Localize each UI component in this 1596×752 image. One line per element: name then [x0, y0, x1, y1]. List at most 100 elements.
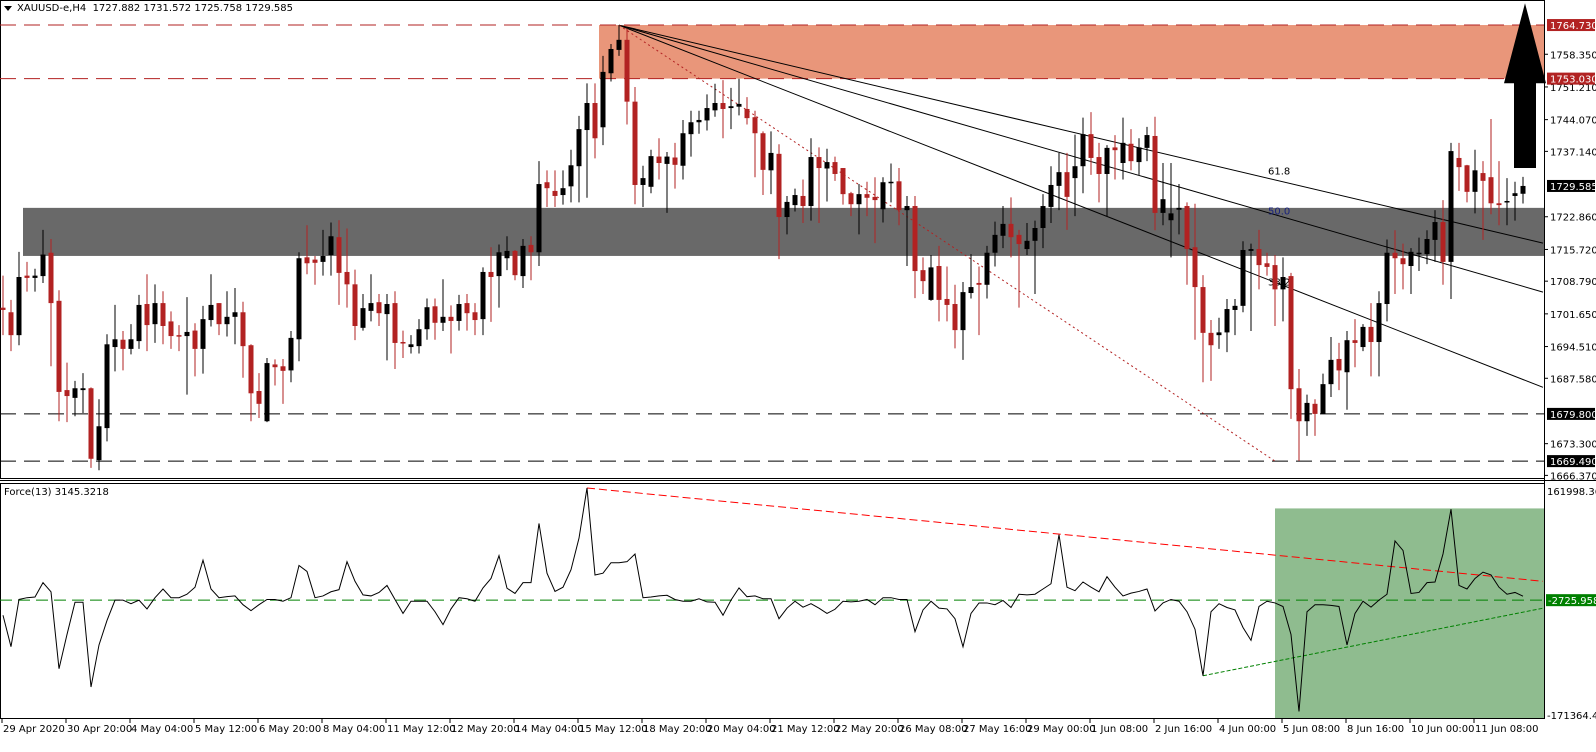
time-tick-label: 26 May 08:00	[899, 724, 968, 735]
collapse-triangle-icon[interactable]	[4, 5, 12, 11]
candle	[248, 344, 254, 422]
candle-body	[552, 190, 558, 196]
candle	[1216, 317, 1222, 349]
candle-body	[744, 108, 750, 119]
candle-body	[432, 306, 438, 323]
candle-body	[1160, 199, 1166, 213]
time-tick-label: 1 Jun 08:00	[1091, 724, 1148, 735]
price-tick-label: 1673.300	[1550, 440, 1596, 451]
up-arrow-icon	[1504, 3, 1546, 169]
candle	[464, 293, 470, 331]
candle	[1048, 166, 1054, 223]
horizontal-lines-layer	[0, 24, 1544, 462]
candle	[896, 168, 902, 226]
candle-body	[120, 339, 126, 349]
candle-body	[1016, 234, 1022, 245]
candle	[1280, 257, 1286, 322]
candle-body	[1200, 287, 1206, 333]
time-tick-label: 27 May 16:00	[963, 724, 1032, 735]
candle-body	[1488, 177, 1494, 204]
candle	[800, 179, 806, 223]
time-tick-label: 4 May 04:00	[131, 724, 193, 735]
candle-body	[1192, 247, 1198, 288]
candle-body	[408, 344, 414, 348]
candle	[224, 291, 230, 337]
time-tick-label: 11 May 12:00	[387, 724, 456, 735]
candle	[984, 245, 990, 299]
candle	[496, 244, 502, 308]
candle	[1016, 229, 1022, 308]
candle	[216, 303, 222, 336]
candle-body	[984, 252, 990, 285]
candle	[1136, 138, 1142, 175]
candle-body	[600, 71, 606, 128]
candle-body	[64, 390, 70, 397]
candle	[832, 156, 838, 181]
candle	[1480, 161, 1486, 240]
candle-body	[800, 195, 806, 207]
force-index-panel[interactable]	[0, 483, 1545, 719]
candle-body	[592, 103, 598, 139]
price-tick-label: 1722.860	[1550, 213, 1596, 224]
candle	[1032, 220, 1038, 294]
candle-body	[1064, 172, 1070, 197]
candle-body	[752, 117, 758, 134]
candle-body	[1368, 326, 1374, 343]
candle-body	[1336, 358, 1342, 371]
candle-body	[24, 275, 30, 278]
candle-body	[656, 156, 662, 163]
candle-body	[1048, 184, 1054, 207]
price-tick-label: 1666.370	[1550, 471, 1596, 482]
candle	[1432, 210, 1438, 262]
candle	[1376, 291, 1382, 377]
candle	[1496, 161, 1502, 226]
candle-body	[512, 250, 518, 276]
candle-body	[640, 178, 646, 185]
time-tick-label: 2 Jun 16:00	[1155, 724, 1212, 735]
candle	[768, 131, 774, 195]
candle-body	[1496, 203, 1502, 206]
candle	[1024, 222, 1030, 256]
candle	[608, 43, 614, 82]
candle-body	[1312, 403, 1318, 414]
price-marker-badge	[1547, 72, 1595, 85]
candle	[1104, 145, 1110, 217]
candle	[1152, 116, 1158, 231]
price-marker-label: 1764.730	[1550, 21, 1596, 32]
candle-body	[888, 181, 894, 184]
candle-body	[680, 133, 686, 166]
candle	[976, 266, 982, 336]
candle-body	[280, 366, 286, 371]
fib-fan-label: 50.0	[1268, 207, 1290, 218]
candle-body	[1152, 135, 1158, 213]
candle	[1088, 112, 1094, 175]
price-tick-label: 1744.070	[1550, 116, 1596, 127]
candle	[1080, 117, 1086, 194]
candle	[824, 148, 830, 202]
candle	[624, 28, 630, 125]
candle-body	[376, 302, 382, 314]
candle	[208, 274, 214, 327]
candle-body	[16, 277, 22, 336]
candle	[760, 131, 766, 196]
price-tick-label: 1701.650	[1550, 310, 1596, 321]
candle-body	[1144, 135, 1150, 148]
candle	[40, 229, 46, 283]
price-tick-label: 1687.580	[1550, 374, 1596, 385]
candle-body	[472, 312, 478, 321]
candle-body	[464, 303, 470, 314]
price-marker-badge	[1547, 179, 1595, 192]
candle	[672, 142, 678, 189]
candle	[376, 293, 382, 326]
candle-body	[32, 275, 38, 278]
fib-fan-label: 61.8	[1268, 166, 1290, 177]
candle-body	[1328, 359, 1334, 385]
candle-body	[1320, 384, 1326, 414]
candle	[176, 325, 182, 352]
force-level-badge	[1546, 594, 1596, 607]
candle-body	[712, 103, 718, 111]
candle	[144, 274, 150, 352]
candle	[56, 290, 62, 422]
candle-body	[544, 182, 550, 189]
candle-body	[200, 319, 206, 349]
